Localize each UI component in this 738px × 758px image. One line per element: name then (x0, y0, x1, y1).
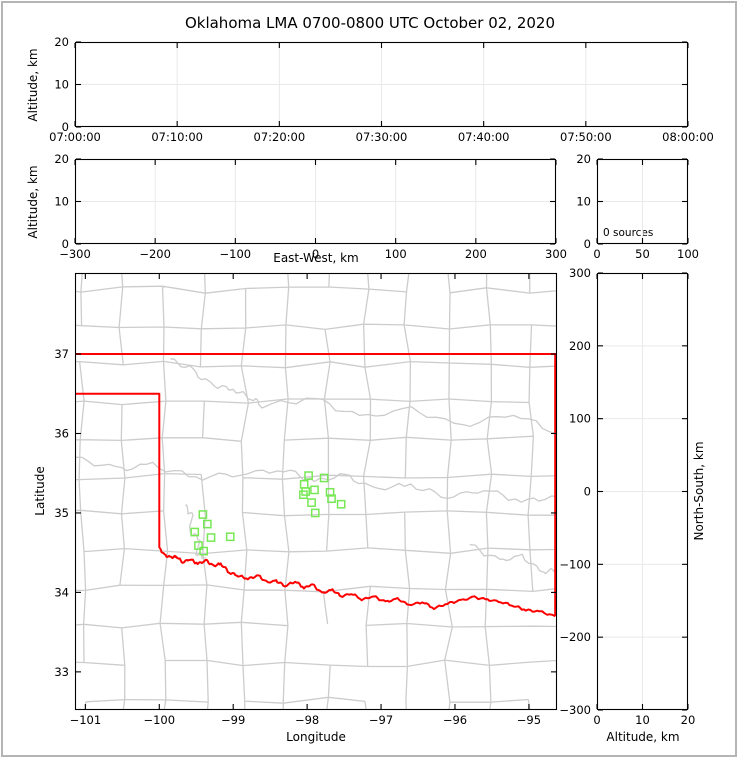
state-border (75, 392, 161, 548)
lma-station-marker (299, 490, 308, 500)
map-content (75, 273, 557, 710)
y-tick-label: −200 (559, 630, 591, 644)
x-tick-label: −101 (70, 713, 102, 727)
y-tick-label: 300 (569, 266, 591, 280)
y-tick-label: 20 (576, 152, 591, 166)
lma-station-marker (327, 494, 336, 504)
ns-altitude-panel: 0 10 20 300 200 100 0 −100 −200 −300 (559, 266, 695, 727)
x-tick-label: 0 (312, 247, 319, 261)
lma-station-marker (225, 532, 235, 542)
time-height-panel: 07:00:00 07:10:00 07:20:00 07:30:00 07:40:00… (49, 35, 714, 144)
x-tick-label: 0 (593, 713, 600, 727)
x-tick-label: −95 (517, 713, 541, 727)
county-boundaries (75, 273, 557, 710)
ns-altitude-ylabel: North-South, km (692, 441, 706, 540)
y-tick-label: 0 (62, 237, 69, 251)
lma-station-marker (202, 519, 212, 529)
x-tick-label: 07:50:00 (560, 130, 612, 144)
y-tick-label: 34 (54, 585, 69, 599)
x-tick-label: 07:20:00 (254, 130, 306, 144)
lma-station-marker (336, 499, 346, 509)
x-tick-label: −300 (59, 247, 91, 261)
lma-station-marker (307, 498, 316, 507)
river-line (469, 544, 557, 575)
x-tick-label: 07:40:00 (458, 130, 510, 144)
x-tick-label: 100 (677, 247, 699, 261)
y-tick-label: 33 (54, 665, 69, 679)
x-tick-label: 07:30:00 (356, 130, 408, 144)
y-tick-label: 0 (584, 237, 591, 251)
river-line (75, 456, 557, 503)
lma-multi-panel-plot: Oklahoma LMA 0700-0800 UTC October 02, 2… (26, 14, 714, 744)
panels-root: 07:00:00 07:10:00 07:20:00 07:30:00 07:40:00… (49, 35, 714, 727)
altitude-histogram-panel: 0 50 100 0 10 20 (576, 152, 699, 261)
y-tick-label: 10 (54, 195, 69, 209)
time-height-ylabel: Altitude, km (26, 48, 40, 121)
x-tick-label: −200 (139, 247, 171, 261)
y-tick-label: 20 (54, 35, 69, 49)
x-tick-label: 200 (465, 247, 487, 261)
panel-frame (596, 272, 689, 711)
ew-height-xlabel: East-West, km (273, 251, 359, 265)
lma-station-marker (310, 485, 319, 495)
panel-frame (74, 272, 558, 711)
ew-height-panel: −300 −200 −100 0 100 200 300 0 10 20 (54, 152, 567, 261)
x-tick-label: 07:00:00 (49, 130, 101, 144)
lma-station-marker (310, 508, 320, 518)
x-tick-label: −100 (143, 713, 175, 727)
lma-station-marker (206, 533, 216, 542)
lma-station-marker (325, 487, 335, 497)
y-tick-label: 0 (584, 485, 591, 499)
y-tick-label: 100 (569, 412, 591, 426)
source-count-annotation: 0 sources (603, 227, 653, 239)
lma-station-marker (194, 541, 203, 550)
y-tick-label: 37 (54, 347, 69, 361)
x-tick-label: −99 (221, 713, 245, 727)
state-border (158, 547, 556, 618)
x-tick-label: −100 (220, 247, 252, 261)
lma-station-marker (199, 546, 208, 556)
y-tick-label: 10 (54, 78, 69, 92)
panel-frame (596, 158, 689, 245)
ns-altitude-xlabel: Altitude, km (606, 730, 679, 744)
x-tick-label: 20 (681, 713, 696, 727)
x-tick-label: 10 (635, 713, 650, 727)
y-tick-label: 36 (54, 426, 69, 440)
y-tick-label: 10 (576, 195, 591, 209)
x-tick-label: −98 (295, 713, 319, 727)
page-title: Oklahoma LMA 0700-0800 UTC October 02, 2… (185, 14, 555, 32)
y-tick-label: 20 (54, 152, 69, 166)
y-tick-label: −100 (559, 557, 591, 571)
panel-frame (74, 41, 689, 128)
x-tick-label: 08:00:00 (662, 130, 714, 144)
y-tick-label: 35 (54, 506, 69, 520)
lma-station-marker (198, 510, 208, 519)
map-ylabel: Latitude (33, 466, 47, 515)
y-tick-label: −300 (559, 703, 591, 717)
river-line (185, 504, 207, 560)
ew-height-ylabel: Altitude, km (26, 165, 40, 238)
x-tick-label: 07:10:00 (151, 130, 203, 144)
lma-station-marker (304, 471, 313, 480)
x-tick-label: −96 (443, 713, 467, 727)
y-tick-label: 0 (62, 120, 69, 134)
y-tick-label: 200 (569, 339, 591, 353)
plan-view-map-panel: −101 −100 −99 −98 −97 −96 −95 33 34 35 36 37 (54, 272, 558, 727)
map-xlabel: Longitude (286, 730, 346, 744)
river-line (170, 358, 557, 435)
x-tick-label: −97 (369, 713, 393, 727)
panel-frame (74, 158, 557, 245)
lma-station-marker (319, 473, 329, 483)
lma-station-marker (190, 527, 200, 537)
x-tick-label: 300 (545, 247, 567, 261)
x-tick-label: 100 (385, 247, 407, 261)
x-tick-label: 0 (593, 247, 600, 261)
lma-station-marker (299, 479, 309, 489)
x-tick-label: 50 (635, 247, 650, 261)
